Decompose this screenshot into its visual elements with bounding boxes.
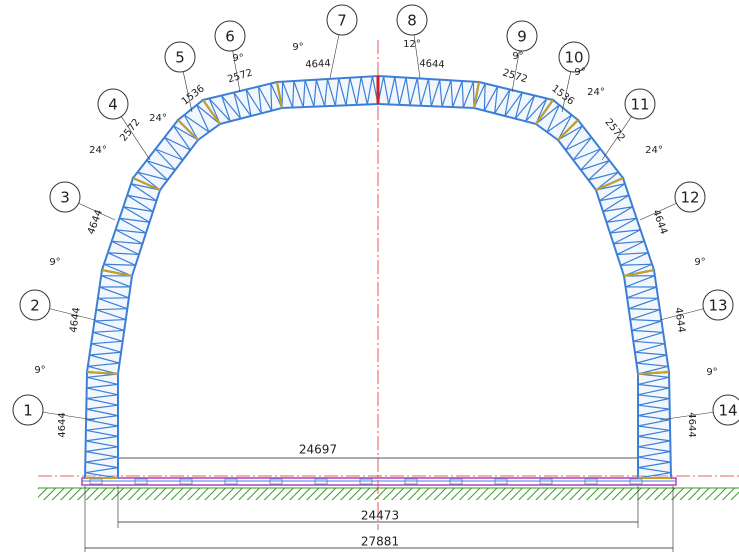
angle-label: 12° [403, 39, 421, 50]
length-label: 4644 [57, 412, 68, 437]
length-label: 2572 [226, 67, 254, 85]
angle-label: 9° [232, 53, 243, 64]
angle-label: 9° [49, 257, 60, 268]
span-label: 24697 [299, 443, 337, 457]
length-label: 2572 [602, 117, 626, 144]
angle-label: 24° [149, 113, 167, 124]
marker-label: 10 [564, 49, 583, 67]
marker-label: 11 [630, 96, 649, 114]
angle-label: 24° [645, 145, 663, 156]
marker-label: 14 [718, 402, 737, 420]
span-label: 24473 [361, 509, 399, 523]
marker-label: 9 [517, 28, 527, 46]
angle-label: 24° [89, 145, 107, 156]
marker-label: 5 [175, 49, 185, 67]
length-label: 2572 [118, 117, 142, 144]
marker-label: 3 [60, 189, 70, 207]
marker-label: 13 [708, 297, 727, 315]
angle-label: 9° [706, 367, 717, 378]
truss-chord [87, 270, 132, 374]
angle-label: 9° [292, 42, 303, 53]
drawing: 24697 24473 27881 1234567891011121314464… [0, 0, 739, 554]
ground [38, 488, 739, 500]
angle-label: 24° [587, 87, 605, 98]
marker-label: 4 [108, 96, 118, 114]
length-label: 4644 [419, 58, 445, 70]
marker-label: 6 [225, 28, 235, 46]
length-label: 4644 [86, 208, 105, 236]
truss-chord [624, 270, 669, 374]
marker-label: 2 [30, 297, 40, 315]
angle-label: 9° [34, 365, 45, 376]
angle-label: 9° [694, 257, 705, 268]
length-label: 2572 [501, 67, 529, 85]
angle-label: 9° [512, 51, 523, 62]
truss-chord [102, 178, 160, 276]
span-label: 27881 [361, 535, 399, 549]
marker-label: 12 [680, 189, 699, 207]
length-label: 4644 [672, 307, 686, 334]
length-label: 4644 [68, 307, 82, 334]
marker-label: 7 [337, 12, 347, 30]
marker-label: 1 [23, 402, 33, 420]
angle-label: 9° [574, 67, 585, 78]
length-label: 4644 [650, 208, 669, 236]
marker-label: 8 [407, 12, 417, 30]
length-label: 4644 [686, 412, 697, 437]
length-label: 4644 [305, 58, 331, 70]
truss-chord [596, 178, 654, 276]
